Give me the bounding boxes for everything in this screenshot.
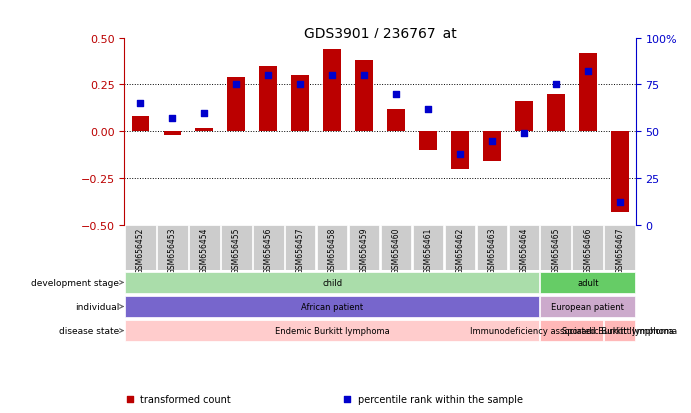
Text: disease state: disease state xyxy=(59,326,123,335)
Point xyxy=(583,69,594,76)
Point xyxy=(263,73,274,79)
Text: Sporadic Burkitt lymphoma: Sporadic Burkitt lymphoma xyxy=(562,326,677,335)
Point xyxy=(327,73,338,79)
Text: individual: individual xyxy=(75,302,123,311)
Bar xyxy=(381,225,411,271)
Bar xyxy=(316,225,348,271)
Bar xyxy=(477,225,507,271)
Text: Immunodeficiency associated Burkitt lymphoma: Immunodeficiency associated Burkitt lymp… xyxy=(470,326,674,335)
Text: adult: adult xyxy=(577,278,598,287)
Point xyxy=(135,101,146,107)
Text: percentile rank within the sample: percentile rank within the sample xyxy=(358,394,522,404)
Bar xyxy=(227,78,245,132)
Bar xyxy=(444,225,475,271)
Point xyxy=(614,199,625,206)
Bar xyxy=(125,320,539,342)
Bar xyxy=(605,320,635,342)
Bar xyxy=(515,102,533,132)
Bar xyxy=(323,50,341,132)
Text: development stage: development stage xyxy=(31,278,123,287)
Text: Endemic Burkitt lymphoma: Endemic Burkitt lymphoma xyxy=(275,326,390,335)
Bar xyxy=(540,225,571,271)
Bar xyxy=(509,225,539,271)
Bar xyxy=(387,109,405,132)
Bar xyxy=(349,225,379,271)
Bar xyxy=(540,272,635,294)
Bar xyxy=(292,76,309,132)
Bar xyxy=(164,132,181,136)
Bar xyxy=(605,225,635,271)
Text: GDS3901 / 236767_at: GDS3901 / 236767_at xyxy=(303,27,457,41)
Point xyxy=(390,91,401,98)
Text: GSM656458: GSM656458 xyxy=(328,227,337,273)
Bar xyxy=(253,225,283,271)
Text: GSM656453: GSM656453 xyxy=(168,227,177,273)
Text: GSM656456: GSM656456 xyxy=(264,227,273,273)
Text: European patient: European patient xyxy=(551,302,624,311)
Bar xyxy=(196,128,213,132)
Bar xyxy=(547,95,565,132)
Bar xyxy=(572,225,603,271)
Bar xyxy=(540,296,635,318)
Point xyxy=(425,282,436,289)
Bar xyxy=(451,132,468,169)
Text: GSM656464: GSM656464 xyxy=(520,227,529,273)
Text: GSM656454: GSM656454 xyxy=(200,227,209,273)
Text: GSM656460: GSM656460 xyxy=(392,227,401,273)
Text: GSM656462: GSM656462 xyxy=(455,227,464,273)
Point xyxy=(167,116,178,122)
Text: GSM656459: GSM656459 xyxy=(359,227,368,273)
Bar xyxy=(125,225,155,271)
Text: GSM656463: GSM656463 xyxy=(487,227,496,273)
Text: GSM656452: GSM656452 xyxy=(136,227,145,273)
Bar xyxy=(355,61,373,132)
Text: GSM656457: GSM656457 xyxy=(296,227,305,273)
Point xyxy=(550,82,561,88)
Bar xyxy=(483,132,501,162)
Bar xyxy=(157,225,188,271)
Point xyxy=(199,110,210,116)
Bar xyxy=(419,132,437,151)
Point xyxy=(518,131,529,137)
Point xyxy=(422,106,433,113)
Point xyxy=(359,73,370,79)
Text: GSM656455: GSM656455 xyxy=(231,227,240,273)
Bar xyxy=(285,225,316,271)
Bar xyxy=(413,225,444,271)
Bar xyxy=(259,66,277,132)
Text: GSM656461: GSM656461 xyxy=(424,227,433,273)
Point xyxy=(231,82,242,88)
Bar xyxy=(540,320,603,342)
Point xyxy=(294,82,305,88)
Bar xyxy=(125,296,539,318)
Point xyxy=(486,138,498,145)
Bar xyxy=(611,132,629,212)
Text: transformed count: transformed count xyxy=(140,394,231,404)
Text: child: child xyxy=(322,278,342,287)
Text: GSM656467: GSM656467 xyxy=(615,227,624,273)
Bar xyxy=(131,117,149,132)
Bar xyxy=(221,225,252,271)
Point xyxy=(455,151,466,158)
Bar xyxy=(189,225,220,271)
Text: GSM656465: GSM656465 xyxy=(551,227,560,273)
Text: GSM656466: GSM656466 xyxy=(583,227,592,273)
Bar xyxy=(579,53,596,132)
Text: African patient: African patient xyxy=(301,302,363,311)
Bar xyxy=(125,272,539,294)
